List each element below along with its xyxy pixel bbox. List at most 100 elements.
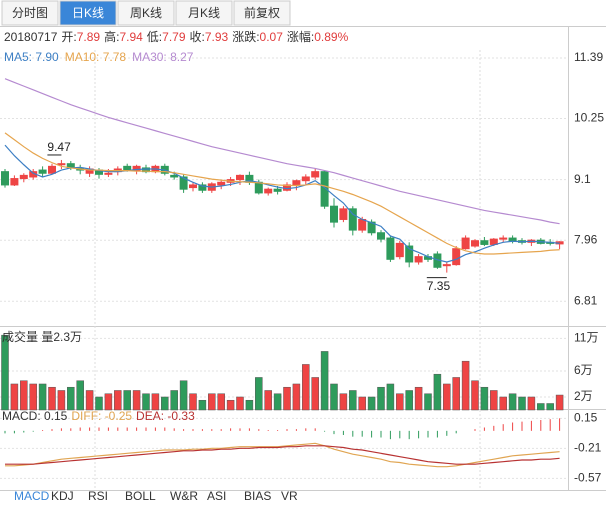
volume-bar (339, 393, 348, 411)
volume-bar (358, 396, 366, 411)
volume-bar (114, 390, 122, 411)
volume-bar (264, 390, 272, 411)
volume-bar (226, 399, 235, 411)
candle-body (1, 171, 9, 186)
candle-body (301, 176, 310, 182)
volume-bar (245, 399, 254, 411)
y-tick-label: -0.21 (574, 441, 602, 455)
y-tick-label: 6万 (574, 363, 593, 377)
text-part: MACD: 0.15 (2, 409, 68, 423)
volume-bar (142, 393, 150, 411)
volume-bar (198, 399, 207, 411)
candle-body (377, 232, 385, 240)
candle-body (358, 218, 367, 231)
text-part: 20180717 (4, 30, 58, 44)
volume-bar (132, 390, 141, 411)
candle-body (57, 163, 66, 166)
candle-body (452, 248, 461, 266)
volume-bar (95, 396, 103, 411)
candle-body (38, 169, 47, 174)
indicator-tab[interactable]: BOLL (125, 489, 156, 503)
tab[interactable] (175, 0, 233, 26)
text-part: 0.89% (314, 30, 348, 44)
volume-bar (311, 377, 319, 411)
text-part: 开: (61, 30, 76, 44)
candle-body (489, 238, 498, 245)
indicator-tab[interactable]: KDJ (51, 489, 74, 503)
volume-bar (396, 393, 404, 411)
tab-label[interactable]: 日K线 (72, 6, 104, 20)
volume-bar (330, 383, 338, 411)
candle-body (480, 240, 489, 245)
tab-label[interactable]: 前复权 (244, 5, 280, 20)
volume-bar (38, 383, 47, 411)
y-tick-label: 2万 (574, 389, 593, 403)
tab-label[interactable]: 分时图 (12, 6, 48, 20)
volume-bar (48, 386, 56, 411)
indicator-tab[interactable]: MACD (14, 489, 50, 503)
volume-bar (424, 393, 432, 411)
volume-bar (555, 394, 564, 411)
volume-bar (377, 386, 385, 411)
volume-bar (433, 373, 442, 411)
macd-line (5, 445, 560, 465)
volume-bar (104, 393, 113, 411)
tab[interactable] (59, 0, 117, 26)
volume-bar (20, 380, 28, 411)
volume-bar (57, 390, 66, 411)
indicator-tab[interactable]: BIAS (244, 489, 271, 503)
volume-bar (546, 403, 554, 411)
volume-bar (208, 393, 216, 411)
tab-label[interactable]: 月K线 (188, 6, 220, 20)
y-tick-label: 9.1 (574, 172, 591, 186)
candle-body (508, 237, 517, 242)
y-tick-label: 11.39 (574, 50, 603, 64)
indicator-tab[interactable]: ASI (207, 489, 226, 503)
volume-bar (161, 396, 169, 411)
volume-bar (499, 396, 507, 411)
info-line: 20180717 开:7.89 高:7.94 低:7.79 收:7.93 涨跌:0.07 涨… (4, 29, 349, 44)
indicator-tab[interactable]: W&R (170, 489, 198, 503)
candle-body (292, 180, 301, 186)
candle-body (348, 208, 357, 231)
indicator-tab[interactable]: RSI (88, 489, 108, 503)
tab[interactable] (233, 0, 291, 26)
text-part: 7.93 (205, 30, 229, 44)
candle-body (499, 237, 508, 240)
candle-body (264, 188, 273, 194)
text-part: 高: (104, 29, 119, 44)
volume-bar (508, 393, 517, 411)
y-tick-label: 6.81 (574, 293, 598, 307)
y-tick-label: -0.57 (574, 471, 602, 485)
text-part: DIFF: -0.25 (71, 409, 132, 423)
text-part: 7.94 (119, 30, 143, 44)
volume-bar (1, 334, 9, 411)
volume-bar (349, 390, 357, 411)
tab[interactable] (117, 0, 175, 26)
indicator-tab[interactable]: VR (281, 489, 298, 503)
candle-body (170, 174, 179, 178)
candle-body (386, 237, 395, 260)
volume-bar (405, 390, 413, 411)
tab[interactable] (1, 0, 59, 26)
candle-body (311, 171, 320, 178)
candle-body (19, 174, 28, 180)
y-tick-label: 7.96 (574, 232, 598, 246)
text-part: MA5: 7.90 (4, 50, 59, 64)
candle-body (320, 171, 329, 207)
candle-body (330, 205, 338, 223)
text-part: 涨跌: (232, 29, 259, 44)
candle-body (442, 264, 451, 267)
candle-body (189, 184, 197, 189)
candle-body (273, 188, 282, 192)
tab-label[interactable]: 周K线 (130, 6, 162, 20)
volume-bar (179, 380, 188, 411)
volume-bar (217, 393, 225, 411)
text-part: 7.89 (77, 30, 101, 44)
text-part: 低: (147, 30, 162, 44)
volume-bar (189, 393, 197, 411)
ma-line (4, 132, 560, 255)
